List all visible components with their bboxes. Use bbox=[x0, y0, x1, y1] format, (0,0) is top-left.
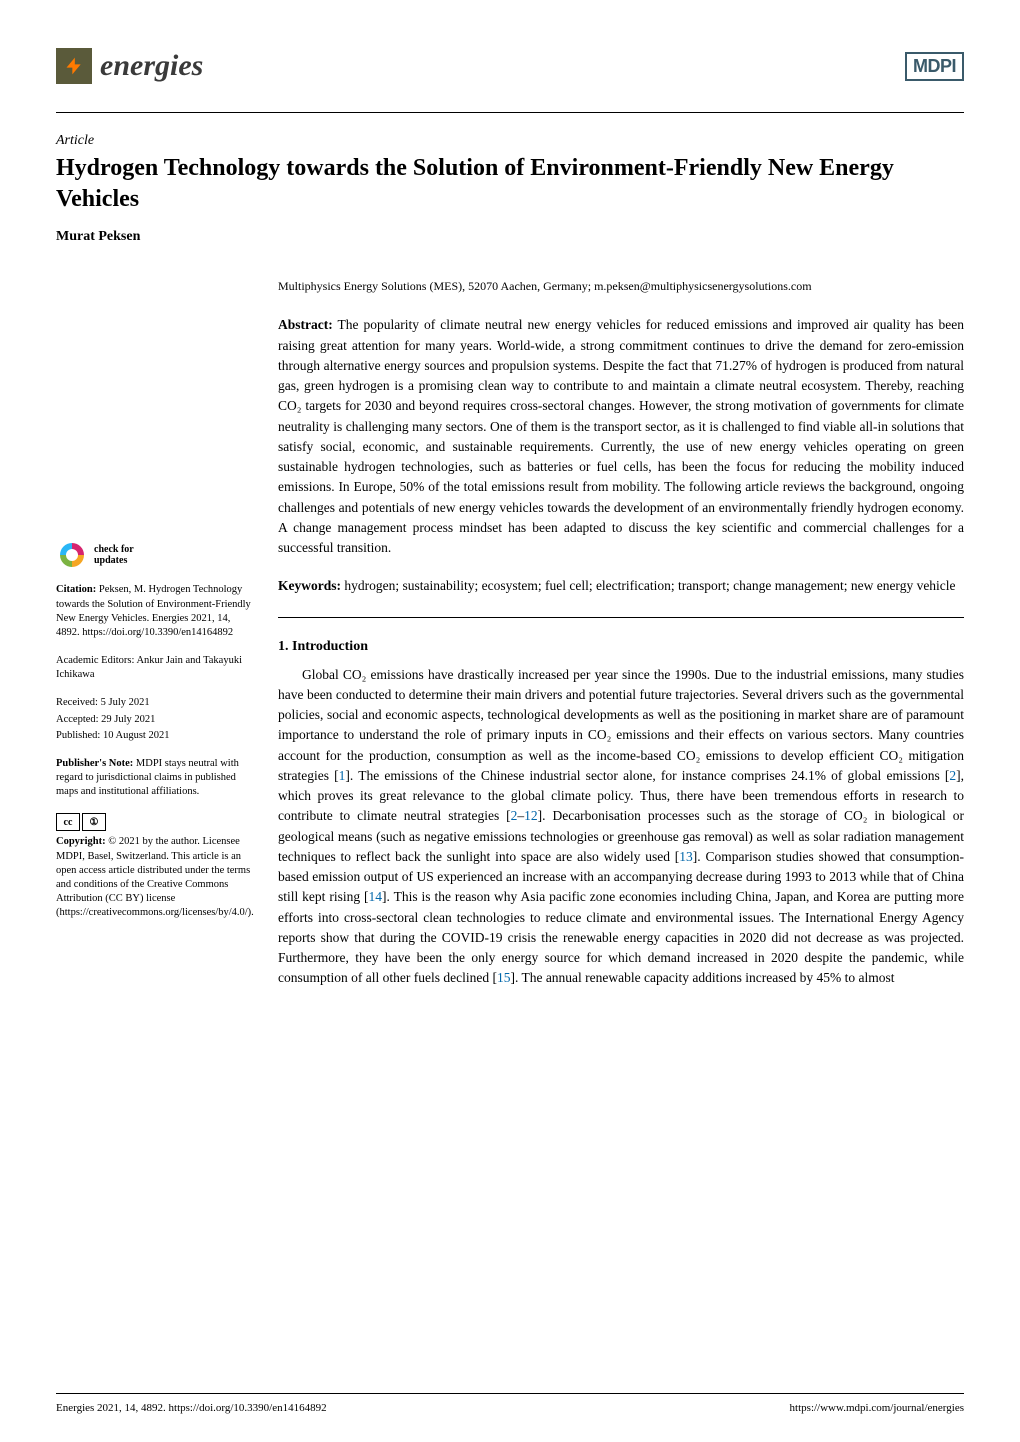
citation-block: Citation: Peksen, M. Hydrogen Technology… bbox=[56, 583, 254, 640]
intro-text-1b: ]. The emissions of the Chinese industri… bbox=[345, 768, 949, 783]
publisher-note-block: Publisher's Note: MDPI stays neutral wit… bbox=[56, 757, 254, 800]
keywords-label: Keywords: bbox=[278, 578, 341, 593]
section-rule bbox=[278, 617, 964, 618]
footer-rule bbox=[56, 1393, 964, 1394]
intro-paragraph: Global CO₂ emissions have drastically in… bbox=[278, 665, 964, 989]
keywords-text: hydrogen; sustainability; ecosystem; fue… bbox=[341, 578, 956, 593]
date-accepted: Accepted: 29 July 2021 bbox=[56, 713, 254, 727]
abstract-label: Abstract: bbox=[278, 317, 333, 332]
dates-block: Received: 5 July 2021 Accepted: 29 July … bbox=[56, 696, 254, 743]
section-heading: 1. Introduction bbox=[278, 636, 964, 657]
date-received: Received: 5 July 2021 bbox=[56, 696, 254, 710]
footer-left: Energies 2021, 14, 4892. https://doi.org… bbox=[56, 1402, 327, 1414]
sidebar: check forupdates Citation: Peksen, M. Hy… bbox=[56, 277, 254, 988]
footer-right: https://www.mdpi.com/journal/energies bbox=[790, 1402, 964, 1414]
check-updates[interactable]: check forupdates bbox=[56, 539, 254, 571]
copyright-block: cc ① Copyright: © 2021 by the author. Li… bbox=[56, 813, 254, 920]
check-updates-label: check forupdates bbox=[94, 544, 134, 566]
copyright-text: © 2021 by the author. Licensee MDPI, Bas… bbox=[56, 836, 254, 918]
content-wrap: check forupdates Citation: Peksen, M. Hy… bbox=[56, 277, 964, 988]
top-rule bbox=[56, 112, 964, 113]
citation-label: Citation: bbox=[56, 584, 96, 595]
cc-badge: cc ① bbox=[56, 813, 254, 831]
intro-text-1a: Global CO₂ emissions have drastically in… bbox=[278, 667, 964, 783]
intro-text-1h: ]. The annual renewable capacity additio… bbox=[510, 970, 894, 985]
journal-name: energies bbox=[100, 49, 203, 83]
date-published: Published: 10 August 2021 bbox=[56, 729, 254, 743]
page-header: energies MDPI bbox=[56, 48, 964, 84]
editors-block: Academic Editors: Ankur Jain and Takayuk… bbox=[56, 654, 254, 682]
copyright-label: Copyright: bbox=[56, 836, 106, 847]
ref-link-4[interactable]: 13 bbox=[679, 849, 693, 864]
cc-icon: cc bbox=[56, 813, 80, 831]
check-updates-icon bbox=[56, 539, 88, 571]
lightning-icon bbox=[56, 48, 92, 84]
author-name: Murat Peksen bbox=[56, 229, 964, 245]
publisher-note-label: Publisher's Note: bbox=[56, 758, 133, 769]
article-title: Hydrogen Technology towards the Solution… bbox=[56, 153, 964, 215]
main-column: Multiphysics Energy Solutions (MES), 520… bbox=[278, 277, 964, 988]
editors-text: Academic Editors: Ankur Jain and Takayuk… bbox=[56, 655, 242, 680]
keywords: Keywords: hydrogen; sustainability; ecos… bbox=[278, 576, 964, 596]
footer-row: Energies 2021, 14, 4892. https://doi.org… bbox=[56, 1402, 964, 1414]
sidebar-spacer bbox=[56, 277, 254, 539]
page-footer: Energies 2021, 14, 4892. https://doi.org… bbox=[56, 1393, 964, 1414]
ref-link-3b[interactable]: 12 bbox=[524, 808, 538, 823]
ref-link-6[interactable]: 15 bbox=[497, 970, 511, 985]
publisher-logo: MDPI bbox=[905, 52, 964, 81]
affiliation: Multiphysics Energy Solutions (MES), 520… bbox=[278, 277, 964, 295]
article-type: Article bbox=[56, 133, 964, 149]
ref-link-5[interactable]: 14 bbox=[369, 889, 383, 904]
abstract-text: The popularity of climate neutral new en… bbox=[278, 317, 964, 555]
by-icon: ① bbox=[82, 813, 106, 831]
journal-logo: energies bbox=[56, 48, 203, 84]
abstract: Abstract: The popularity of climate neut… bbox=[278, 315, 964, 558]
